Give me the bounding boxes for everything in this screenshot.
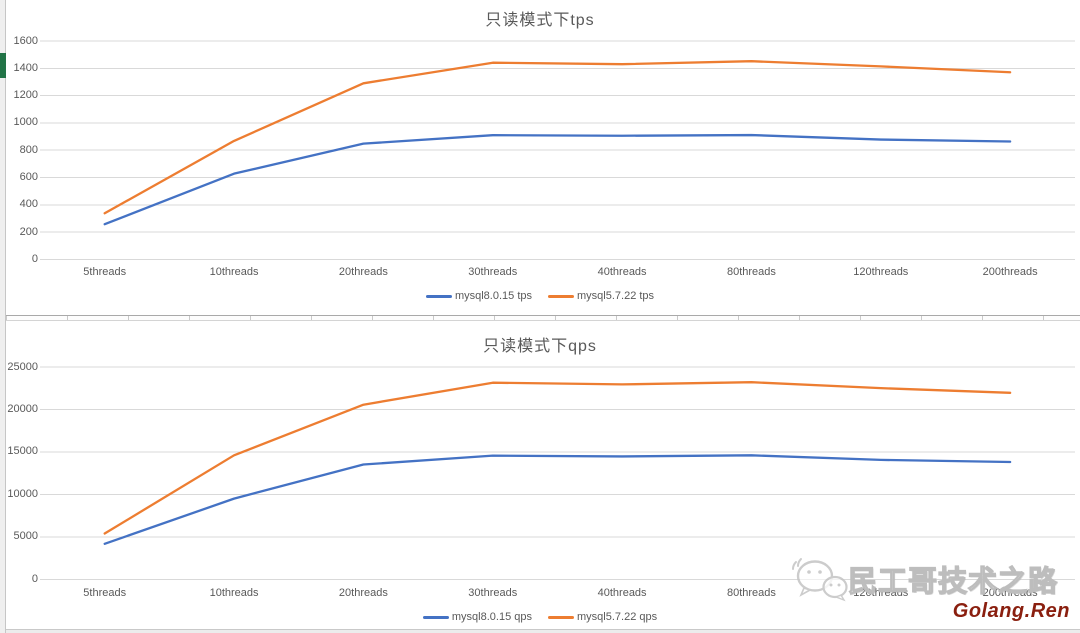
tps-chart-title: 只读模式下tps: [485, 12, 595, 29]
x-tick-label: 80threads: [726, 266, 776, 278]
selection-indicator: [0, 53, 6, 78]
y-tick-label: 400: [19, 198, 38, 211]
qps-legend: mysql8.0.15 qps mysql5.7.22 qps: [0, 611, 1080, 623]
y-tick-label: 5000: [13, 530, 38, 543]
x-tick-label: 200threads: [982, 266, 1038, 278]
tps-legend: mysql8.0.15 tps mysql5.7.22 tps: [0, 290, 1080, 302]
series-line-mysql8.0.15-qps: [103, 454, 1012, 545]
legend-item[interactable]: mysql5.7.22 tps: [548, 290, 654, 302]
legend-item[interactable]: mysql5.7.22 qps: [548, 611, 657, 623]
x-tick-label: 40threads: [597, 587, 647, 599]
x-tick-label: 40threads: [597, 266, 647, 278]
legend-item[interactable]: mysql8.0.15 qps: [422, 611, 532, 623]
legend-item[interactable]: mysql8.0.15 tps: [425, 290, 532, 302]
worksheet-bottom-band: [6, 629, 1080, 633]
legend-line-swatch: [422, 615, 449, 619]
y-tick-label: 1400: [13, 61, 38, 74]
worksheet-left-column: [0, 0, 6, 633]
legend-line-swatch: [548, 294, 574, 298]
y-tick-label: 200: [19, 225, 38, 238]
x-tick-label: 5threads: [83, 266, 127, 278]
legend-label: mysql5.7.22 qps: [577, 611, 658, 623]
y-tick-label: 10000: [7, 487, 38, 500]
x-tick-label: 120threads: [853, 587, 909, 599]
legend-label: mysql8.0.15 tps: [454, 290, 532, 302]
x-tick-label: 20threads: [338, 266, 388, 278]
series-line-mysql5.7.22-qps: [103, 381, 1012, 535]
y-tick-label: 600: [19, 171, 38, 183]
x-tick-label: 10threads: [209, 266, 259, 278]
y-tick-label: 25000: [7, 360, 38, 373]
y-tick-label: 0: [31, 252, 38, 265]
x-tick-label: 200threads: [982, 587, 1038, 599]
x-tick-label: 80threads: [726, 587, 776, 599]
qps-chart-title: 只读模式下qps: [483, 338, 597, 355]
y-tick-label: 0: [31, 572, 38, 585]
y-tick-label: 1200: [13, 89, 38, 102]
golang-ren-logo: Golang.Ren: [952, 600, 1070, 622]
legend-line-swatch: [425, 294, 452, 298]
x-tick-label: 30threads: [468, 266, 518, 278]
y-tick-label: 20000: [7, 402, 38, 415]
y-tick-label: 15000: [7, 445, 38, 458]
legend-line-swatch: [548, 615, 574, 619]
y-tick-label: 800: [19, 143, 38, 156]
x-tick-label: 5threads: [83, 587, 127, 599]
x-tick-label: 10threads: [209, 587, 259, 599]
x-tick-label: 20threads: [338, 587, 388, 599]
legend-label: mysql5.7.22 tps: [577, 290, 655, 302]
x-tick-label: 120threads: [853, 266, 909, 278]
y-tick-label: 1000: [13, 116, 38, 129]
y-tick-label: 1600: [13, 34, 38, 47]
x-tick-label: 30threads: [468, 587, 518, 599]
legend-label: mysql8.0.15 qps: [451, 611, 532, 623]
worksheet-row-gridline-band: [6, 315, 1080, 321]
